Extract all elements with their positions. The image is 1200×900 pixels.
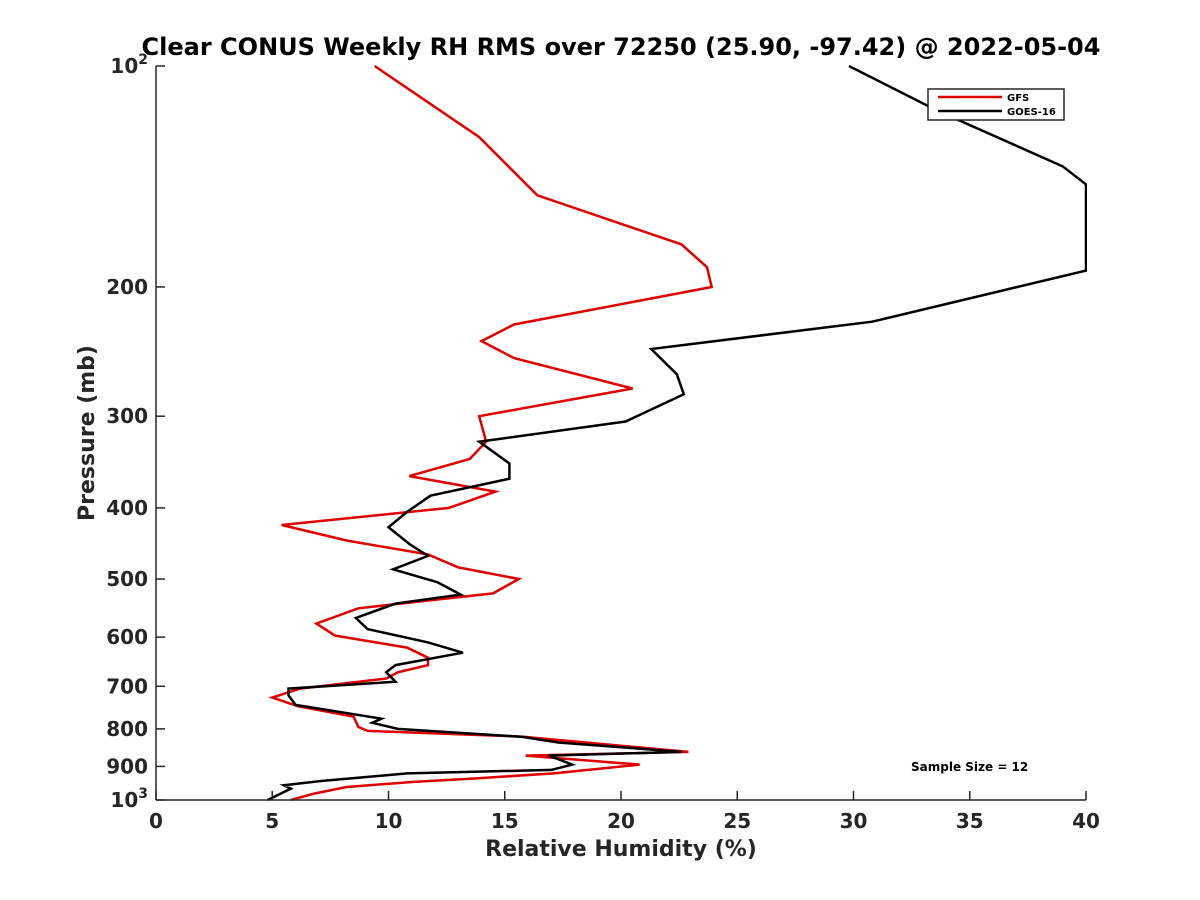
legend: GFS GOES-16 xyxy=(927,88,1065,121)
x-tick-label: 0 xyxy=(149,809,163,833)
y-tick-label: 600 xyxy=(106,625,148,649)
y-tick-label: 700 xyxy=(106,674,148,698)
x-tick-label: 30 xyxy=(840,809,868,833)
series-line-goes-16 xyxy=(267,65,1087,801)
y-tick-label: 102 xyxy=(110,52,148,78)
x-axis-ticks: 0 5 10 15 20 25 30 35 40 xyxy=(149,791,1100,833)
sample-size-annotation: Sample Size = 12 xyxy=(911,760,1028,774)
plot-area: 0 5 10 15 20 25 30 35 40 102 200 300 400 500 600 700 80… xyxy=(106,52,1100,833)
x-tick-label: 25 xyxy=(723,809,751,833)
y-tick-label: 300 xyxy=(106,404,148,428)
x-tick-label: 5 xyxy=(265,809,279,833)
x-tick-label: 40 xyxy=(1072,809,1100,833)
series-layer xyxy=(267,65,1087,801)
x-axis-label: Relative Humidity (%) xyxy=(485,837,757,862)
y-tick-label: 800 xyxy=(106,717,148,741)
y-tick-label: 900 xyxy=(106,754,148,778)
x-tick-label: 15 xyxy=(491,809,519,833)
x-tick-label: 10 xyxy=(375,809,403,833)
chart-title: Clear CONUS Weekly RH RMS over 72250 (25… xyxy=(142,33,1101,61)
x-tick-label: 20 xyxy=(607,809,635,833)
legend-box xyxy=(927,88,1065,121)
y-tick-label: 103 xyxy=(110,786,148,812)
y-tick-label: 400 xyxy=(106,496,148,520)
y-tick-label: 200 xyxy=(106,275,148,299)
y-tick-label: 500 xyxy=(106,567,148,591)
legend-entry-goes-16: GOES-16 xyxy=(1007,107,1056,118)
y-axis-ticks: 102 200 300 400 500 600 700 800 900 103 xyxy=(106,52,165,812)
legend-entry-gfs: GFS xyxy=(1007,93,1029,104)
y-axis-label: Pressure (mb) xyxy=(75,345,100,521)
x-tick-label: 35 xyxy=(956,809,984,833)
